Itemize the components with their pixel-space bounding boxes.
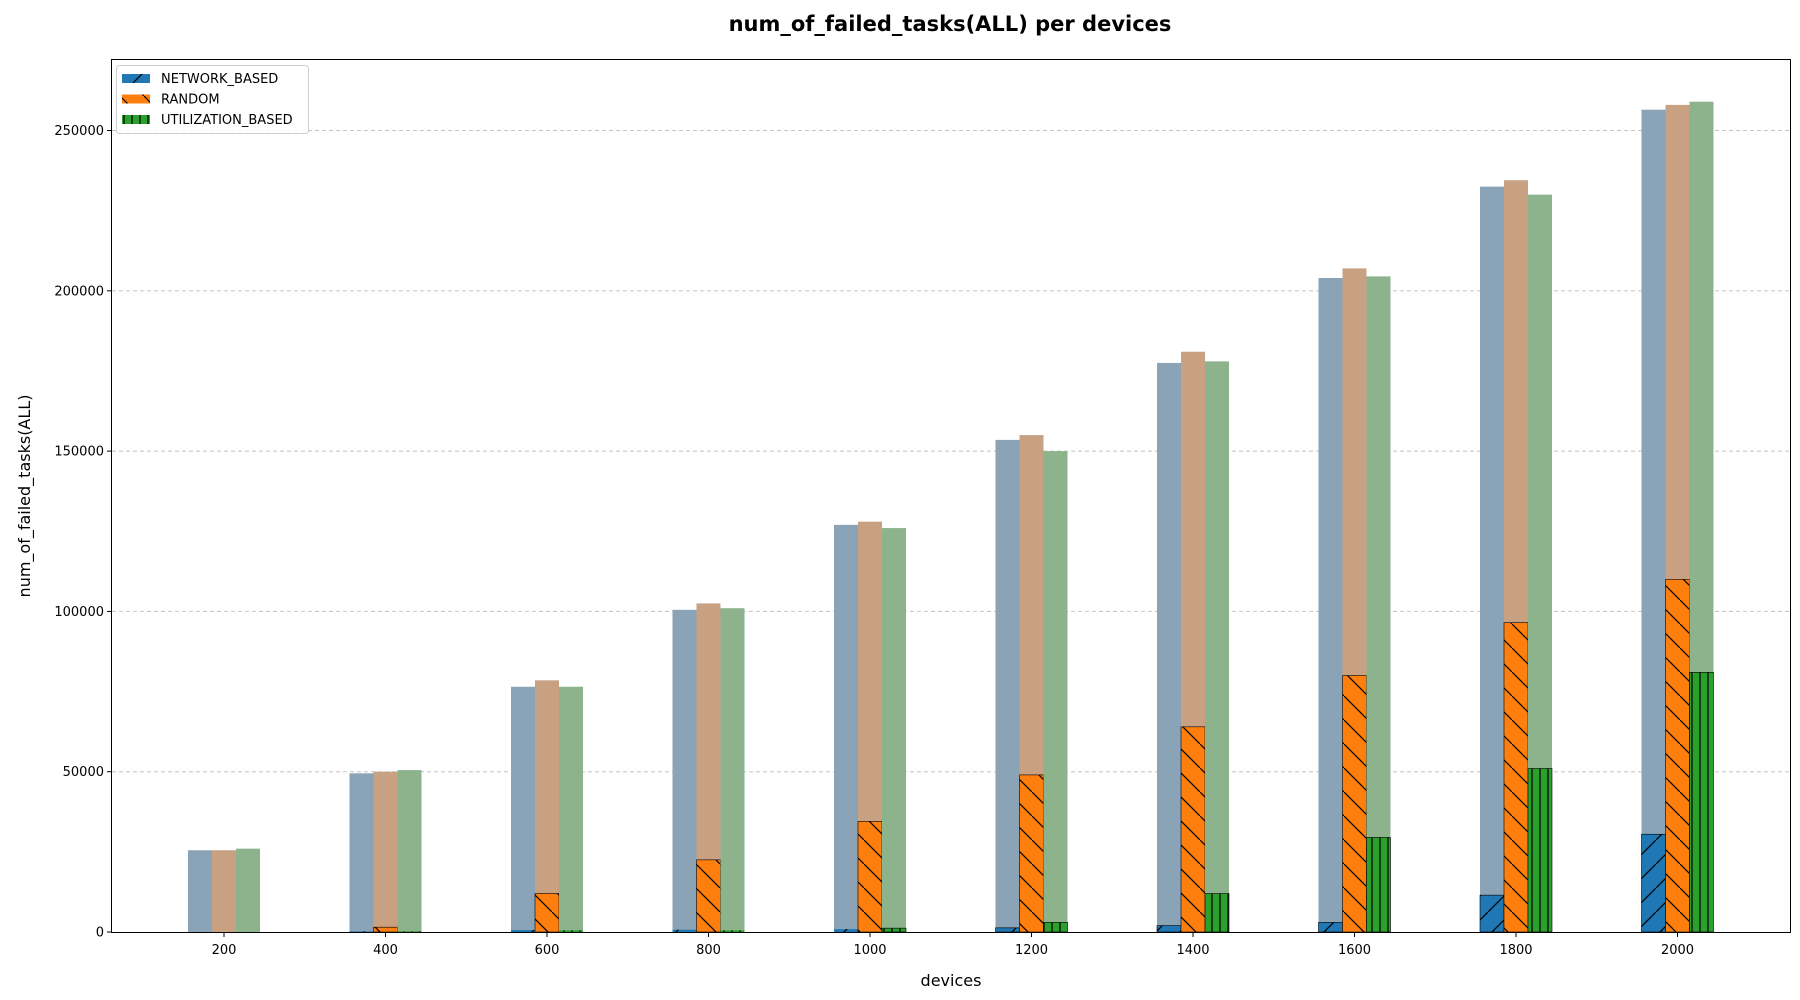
- bar-total-network_based-1800: [1480, 186, 1504, 933]
- bar-hatch-network_based-2000: [1641, 834, 1666, 932]
- bar-hatch-random-400: [373, 927, 398, 932]
- bar-total-network_based-200: [188, 850, 212, 932]
- bar-hatch-network_based-1600: [1318, 922, 1343, 932]
- bar-total-utilization_based-1600: [1366, 276, 1391, 932]
- bar-total-network_based-1000: [834, 524, 858, 932]
- y-axis: 0 50000 100000 150000 200000 250000: [54, 124, 112, 941]
- legend-swatch-hatch: [122, 74, 150, 83]
- legend: NETWORK_BASED RANDOM UTILIZATION_BASED: [116, 65, 309, 134]
- bar-total-random-400: [373, 771, 398, 932]
- bar-hatch-random-1600: [1342, 675, 1367, 932]
- bar-total-utilization_based-400: [397, 770, 422, 932]
- bar-total-network_based-1600: [1318, 278, 1343, 932]
- bar-hatch-network_based-800: [672, 929, 697, 932]
- bar-hatch-random-600: [535, 893, 559, 932]
- chart-title: num_of_failed_tasks(ALL) per devices: [729, 12, 1172, 36]
- x-tick-label: 200: [212, 943, 237, 958]
- y-tick-label: 50000: [63, 765, 104, 780]
- bar-total-network_based-600: [511, 686, 535, 932]
- plot-frame: [111, 59, 1791, 933]
- legend-label: UTILIZATION_BASED: [161, 113, 293, 128]
- bar-hatch-network_based-1400: [1157, 925, 1181, 932]
- bar-hatch-network_based-1800: [1480, 895, 1504, 932]
- x-tick-label: 400: [373, 943, 398, 958]
- bar-total-utilization_based-200: [236, 848, 260, 932]
- x-axis: 200 400 600 800 1000 1200 1400 1600 1800 2000: [212, 932, 1694, 958]
- x-tick-label: 1200: [1015, 943, 1048, 958]
- bar-hatch-network_based-600: [511, 930, 535, 932]
- bar-hatch-utilization_based-400: [397, 931, 422, 932]
- bar-hatch-utilization_based-1400: [1205, 893, 1229, 932]
- y-tick-label: 200000: [54, 284, 104, 299]
- y-tick-label: 100000: [54, 605, 104, 620]
- bar-hatch-utilization_based-1800: [1528, 768, 1552, 932]
- x-axis-label: devices: [921, 971, 982, 990]
- bar-hatch-random-1800: [1504, 622, 1528, 932]
- bar-total-utilization_based-600: [559, 686, 583, 932]
- bar-hatch-utilization_based-1600: [1366, 837, 1391, 932]
- bar-hatch-random-800: [696, 859, 721, 932]
- bar-hatch-random-1000: [858, 821, 882, 932]
- bar-total-network_based-800: [672, 609, 697, 932]
- bar-hatch-network_based-1000: [834, 929, 858, 932]
- x-tick-label: 600: [535, 943, 560, 958]
- bar-total-network_based-2000: [1641, 109, 1666, 933]
- bar-hatch-utilization_based-1200: [1043, 922, 1068, 932]
- bar-hatch-utilization_based-800: [720, 930, 745, 932]
- x-tick-label: 1400: [1176, 943, 1209, 958]
- bar-total-network_based-400: [349, 773, 374, 932]
- legend-swatch-hatch: [122, 94, 150, 104]
- bar-hatch-network_based-1200: [995, 927, 1020, 932]
- y-tick-label: 150000: [54, 445, 104, 460]
- x-tick-label: 800: [696, 943, 721, 958]
- bar-total-utilization_based-1000: [882, 528, 906, 932]
- bar-total-network_based-1400: [1157, 362, 1181, 932]
- x-tick-label: 1600: [1338, 943, 1371, 958]
- bar-hatch-utilization_based-2000: [1689, 672, 1714, 932]
- bar-total-utilization_based-1200: [1043, 451, 1068, 932]
- bar-hatch-utilization_based-600: [559, 930, 583, 932]
- bar-total-utilization_based-800: [720, 608, 745, 932]
- y-tick-label: 250000: [54, 124, 104, 139]
- bar-hatch-random-1200: [1019, 774, 1044, 932]
- bar-hatch-network_based-400: [349, 931, 374, 932]
- bar-total-utilization_based-1400: [1205, 361, 1229, 933]
- legend-swatch-hatch: [122, 115, 150, 124]
- y-tick-label: 0: [96, 926, 104, 941]
- legend-box: [116, 65, 309, 134]
- y-axis-label: num_of_failed_tasks(ALL): [15, 395, 35, 598]
- bars-group: [188, 101, 1714, 933]
- x-tick-label: 1800: [1499, 943, 1532, 958]
- legend-label: NETWORK_BASED: [161, 72, 278, 87]
- x-tick-label: 1000: [853, 943, 886, 958]
- bar-hatch-utilization_based-1000: [882, 928, 906, 932]
- bar-total-network_based-1200: [995, 439, 1020, 932]
- bar-total-random-600: [535, 680, 559, 932]
- x-tick-label: 2000: [1661, 943, 1694, 958]
- bar-hatch-random-1400: [1181, 726, 1205, 932]
- legend-label: RANDOM: [161, 93, 220, 108]
- bar-hatch-random-2000: [1665, 579, 1690, 932]
- bar-total-random-200: [212, 850, 236, 932]
